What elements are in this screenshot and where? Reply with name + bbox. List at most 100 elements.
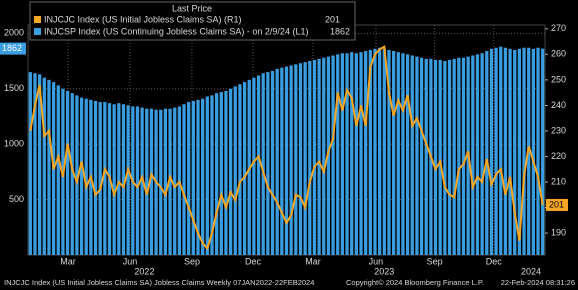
bar — [261, 73, 265, 256]
bar — [270, 71, 275, 255]
bar — [215, 93, 219, 256]
x-tick-label: Jun — [369, 256, 384, 266]
bar — [228, 88, 233, 255]
bar — [117, 103, 121, 255]
last-value-badge — [0, 42, 26, 55]
bar — [79, 97, 84, 255]
footer-left: INJCJC Index (US Initial Jobless Claims … — [4, 278, 314, 287]
bar — [308, 61, 312, 256]
legend-value: 201 — [325, 14, 340, 24]
bar — [256, 75, 261, 255]
bar — [224, 90, 228, 255]
y2-tick-label: 220 — [551, 151, 566, 161]
bar — [70, 93, 74, 256]
x-tick-label: Jun — [123, 256, 138, 266]
bar — [396, 52, 400, 255]
y2-tick-label: 210 — [551, 176, 566, 186]
bar — [508, 48, 512, 255]
bar — [210, 95, 214, 255]
year-label: 2023 — [374, 266, 394, 276]
bar — [191, 100, 195, 256]
bar — [391, 51, 396, 256]
bar — [103, 102, 107, 255]
bar — [121, 104, 126, 255]
bar — [410, 55, 414, 255]
bar — [522, 47, 526, 255]
bar — [457, 57, 461, 256]
bar — [480, 53, 484, 255]
y-tick-label: 1500 — [4, 83, 24, 93]
bar — [284, 66, 289, 256]
bar — [252, 77, 256, 255]
bar — [173, 107, 177, 256]
bar — [475, 54, 480, 256]
bar — [65, 90, 70, 255]
bar — [536, 47, 540, 255]
bar — [517, 48, 522, 255]
bar — [447, 59, 452, 255]
bar — [233, 86, 237, 256]
bar — [205, 96, 209, 255]
bar — [112, 104, 116, 255]
bar — [149, 108, 154, 256]
y2-tick-label: 230 — [551, 125, 566, 135]
bar — [140, 107, 144, 256]
bar — [196, 99, 200, 255]
bar — [499, 46, 503, 255]
bar — [56, 85, 60, 255]
bar — [359, 52, 363, 255]
bar — [322, 57, 326, 256]
bar — [298, 63, 303, 255]
bar — [378, 47, 382, 255]
bar — [340, 53, 345, 255]
legend-swatch — [34, 16, 41, 23]
bar — [84, 98, 88, 255]
bar — [503, 47, 508, 255]
bar — [382, 48, 386, 255]
bar — [485, 51, 489, 256]
y2-tick-label: 190 — [551, 227, 566, 237]
bar — [415, 56, 419, 255]
y2-tick-label: 250 — [551, 74, 566, 84]
bar — [461, 57, 466, 256]
legend-box — [29, 1, 356, 41]
bar — [513, 49, 517, 255]
bar — [531, 48, 535, 255]
bar — [424, 58, 428, 256]
last-value-label: 201 — [549, 199, 564, 209]
footer-right: 22-Feb-2024 08:31:26 — [501, 278, 575, 287]
bar — [364, 51, 368, 256]
bar — [419, 57, 424, 256]
bar — [38, 74, 42, 255]
bar — [345, 53, 349, 255]
bar — [350, 52, 354, 255]
legend-entry: INJCJC Index (US Initial Jobless Claims … — [44, 14, 242, 24]
y-tick-label: 1000 — [4, 139, 24, 149]
x-tick-label: Dec — [245, 256, 262, 266]
line — [29, 45, 544, 251]
bar — [494, 47, 498, 255]
bar — [275, 68, 279, 255]
bar — [238, 84, 242, 255]
last-value-label: 1862 — [2, 43, 22, 53]
bar — [28, 72, 32, 256]
bar — [182, 104, 186, 255]
bar — [471, 55, 475, 255]
bar — [33, 73, 37, 256]
bar — [75, 95, 79, 255]
y2-tick-label: 270 — [551, 23, 566, 33]
bar — [401, 53, 405, 255]
bar — [405, 54, 410, 256]
bar — [452, 58, 456, 256]
legend-value: 1862 — [330, 26, 350, 36]
bar — [317, 58, 321, 256]
y-tick-label: 2000 — [4, 28, 24, 38]
bar — [303, 62, 307, 255]
x-tick-label: Sep — [427, 256, 443, 266]
bar — [294, 64, 298, 255]
legend-title: Last Price — [172, 3, 212, 13]
bar — [145, 108, 149, 256]
bar — [98, 102, 102, 255]
bar — [42, 77, 46, 255]
